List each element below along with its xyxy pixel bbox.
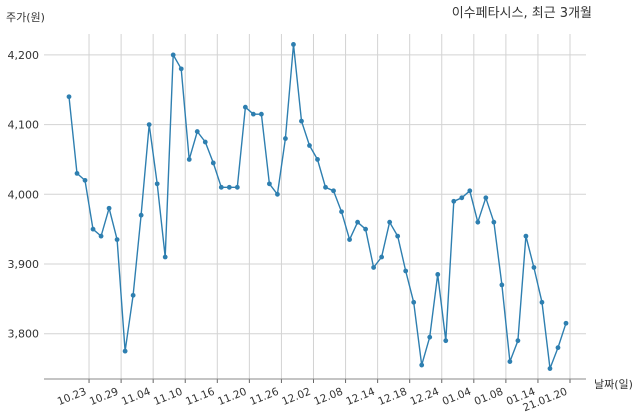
x-tick-label: 11.26 <box>248 386 281 409</box>
data-point <box>555 345 561 351</box>
data-point <box>435 272 441 277</box>
data-point <box>347 237 352 243</box>
data-point <box>563 320 569 326</box>
x-tick-label: 11.16 <box>184 386 217 409</box>
data-point <box>283 136 288 141</box>
data-point <box>499 282 505 288</box>
data-point <box>194 129 200 134</box>
data-point <box>467 188 473 194</box>
series-line <box>68 43 567 370</box>
data-point <box>355 219 360 225</box>
y-tick-label: 3,900 <box>8 258 40 271</box>
data-point <box>379 254 385 260</box>
x-tick-label: 12.18 <box>376 386 408 408</box>
data-point <box>547 366 553 371</box>
data-point <box>106 205 112 211</box>
x-tick-label: 11.10 <box>152 386 184 408</box>
data-point <box>218 184 224 190</box>
data-point <box>483 195 489 201</box>
series-price <box>66 42 569 371</box>
data-point <box>323 184 328 190</box>
data-point <box>443 338 449 344</box>
y-tick-label: 4,000 <box>8 188 40 201</box>
data-point <box>138 212 144 218</box>
data-point <box>395 233 401 239</box>
y-tick-label: 3,800 <box>8 328 40 341</box>
data-point <box>363 226 368 232</box>
data-point <box>507 359 513 364</box>
data-point <box>419 362 425 368</box>
data-point <box>146 122 152 128</box>
data-point <box>539 299 545 305</box>
x-tick-label: 11.04 <box>120 386 153 409</box>
data-point <box>523 233 529 239</box>
x-tick-label: 01.04 <box>441 386 474 409</box>
data-point <box>170 52 176 58</box>
data-point <box>202 139 208 145</box>
x-axis-label: 날짜(일) <box>594 377 633 391</box>
data-point <box>339 209 344 215</box>
data-point <box>122 348 128 354</box>
y-axis-label: 주가(원) <box>6 11 45 24</box>
x-tick-label: 11.20 <box>216 386 248 408</box>
data-point <box>403 268 409 274</box>
data-point <box>531 265 537 270</box>
data-point <box>258 111 264 117</box>
grid <box>44 34 586 379</box>
data-point <box>90 226 96 232</box>
x-tick-label: 10.23 <box>56 386 88 408</box>
data-point <box>154 181 160 187</box>
data-point <box>242 104 248 110</box>
x-tick-label: 12.02 <box>280 386 312 408</box>
data-point <box>210 160 216 166</box>
data-point <box>491 219 497 225</box>
data-point <box>114 237 120 243</box>
data-point <box>475 219 481 225</box>
x-tick-label: 12.14 <box>344 386 377 409</box>
x-tick-label: 01.08 <box>473 386 505 408</box>
y-tick-label: 4,200 <box>8 49 40 62</box>
y-tick-label: 4,100 <box>8 119 40 132</box>
data-point <box>299 118 304 124</box>
data-point <box>74 170 80 176</box>
data-point <box>275 191 280 197</box>
x-tick-label: 12.24 <box>409 386 442 409</box>
data-point <box>331 188 336 194</box>
data-point <box>315 157 320 162</box>
x-tick-label: 10.29 <box>88 386 120 408</box>
data-point <box>98 233 104 239</box>
data-point <box>291 42 296 47</box>
data-point <box>307 143 312 148</box>
axes: 3,800 3,900 4,000 4,100 4,200 10.23 10.29 11.04… <box>8 49 586 414</box>
data-point <box>411 299 417 305</box>
chart-title: 이수페타시스, 최근 3개월 <box>452 6 592 21</box>
data-point <box>451 198 457 204</box>
data-point <box>371 265 377 270</box>
data-point <box>226 184 232 190</box>
data-point <box>459 195 465 201</box>
data-point <box>387 219 393 225</box>
data-point <box>234 184 240 190</box>
data-point <box>186 157 192 162</box>
data-point <box>130 292 136 298</box>
data-point <box>267 181 272 187</box>
data-point <box>427 334 433 340</box>
data-point <box>250 111 256 117</box>
data-point <box>178 66 184 72</box>
x-tick-label: 12.08 <box>312 386 344 408</box>
data-point <box>66 94 72 100</box>
data-point <box>82 177 88 183</box>
data-point <box>515 338 521 344</box>
data-point <box>162 254 168 260</box>
